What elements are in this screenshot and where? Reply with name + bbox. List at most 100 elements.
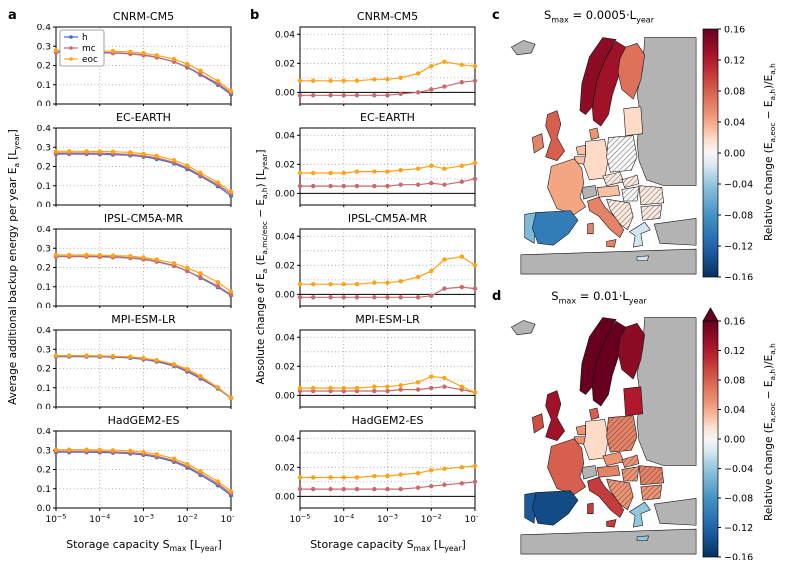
svg-text:mc: mc <box>82 44 96 54</box>
country-austria <box>596 465 621 478</box>
country-norway <box>579 317 617 395</box>
chart-b-4: HadGEM2-ES 0.00 0.02 0.04 10−5 10−4 10−3 10−2 10… <box>270 414 478 524</box>
country-finland <box>617 322 645 380</box>
panel-label-c: c <box>492 8 500 23</box>
map-svg-d <box>510 317 697 555</box>
chart-title: IPSL-CM5A-MR <box>103 212 184 225</box>
svg-text:0.2: 0.2 <box>37 163 51 173</box>
svg-text:−0.12: −0.12 <box>724 523 753 534</box>
chart-title: EC-EARTH <box>116 111 171 124</box>
colorbar-c-label: Relative change (Ea,eoc − Ea,h)/Ea,h <box>762 63 778 241</box>
country-italy <box>587 476 625 528</box>
country-russia <box>636 37 697 186</box>
svg-text:0.3: 0.3 <box>37 244 51 254</box>
country-africa <box>520 248 697 275</box>
country-denmark <box>589 407 600 420</box>
chart-a-3: MPI-ESM-LR 0.0 0.1 0.2 0.3 0.4 <box>26 313 234 409</box>
svg-text:10−3: 10−3 <box>377 513 398 525</box>
chart-title: CNRM-CM5 <box>356 10 419 23</box>
svg-text:0.16: 0.16 <box>724 26 745 36</box>
svg-text:0.1: 0.1 <box>37 384 51 394</box>
country-norway <box>579 37 617 115</box>
country-baltics <box>623 386 644 416</box>
svg-text:−0.04: −0.04 <box>724 464 753 475</box>
svg-text:10−2: 10−2 <box>177 513 198 525</box>
svg-text:0.1: 0.1 <box>37 81 51 91</box>
svg-text:0.04: 0.04 <box>275 232 295 242</box>
chart-b-0: CNRM-CM5 0.00 0.02 0.04 <box>270 10 478 106</box>
country-austria <box>596 185 621 198</box>
chart-b-3: MPI-ESM-LR 0.00 0.02 0.04 <box>270 313 478 409</box>
svg-text:0.0: 0.0 <box>37 403 52 409</box>
svg-text:0.2: 0.2 <box>37 62 51 72</box>
svg-text:0.1: 0.1 <box>37 283 51 293</box>
country-spain <box>531 210 579 246</box>
svg-text:0.04: 0.04 <box>724 118 745 129</box>
country-russia <box>636 317 697 466</box>
colorbar-d: 0.16 0.12 0.08 0.04 0.00 −0.04 −0.08 −0.12 −0.16 <box>702 306 762 560</box>
svg-text:0.04: 0.04 <box>275 434 295 444</box>
map-d <box>498 306 698 556</box>
svg-text:0.16: 0.16 <box>724 317 745 328</box>
svg-text:0.08: 0.08 <box>724 376 745 387</box>
svg-text:−0.16: −0.16 <box>724 553 753 561</box>
chart-svg: 0.00 0.02 0.04 <box>275 127 478 207</box>
svg-text:0.02: 0.02 <box>275 261 295 271</box>
country-iceland <box>510 40 536 56</box>
country-greece <box>628 501 651 541</box>
country-germany <box>583 139 609 181</box>
svg-text:10−1: 10−1 <box>220 513 234 525</box>
svg-text:0.1: 0.1 <box>37 182 51 192</box>
svg-text:0.2: 0.2 <box>37 466 51 476</box>
country-switzerland <box>581 465 598 480</box>
svg-text:0.0: 0.0 <box>37 302 52 308</box>
country-france <box>547 438 587 495</box>
colorbar-c: 0.16 0.12 0.08 0.04 0.00 −0.04 −0.08 −0.12 −0.16 <box>702 26 762 280</box>
svg-text:−0.16: −0.16 <box>724 273 753 281</box>
country-uk <box>545 110 566 161</box>
svg-text:10−3: 10−3 <box>133 513 154 525</box>
country-france <box>547 158 587 215</box>
country-ireland <box>531 133 545 154</box>
country-netherlands <box>575 424 586 436</box>
chart-title: HadGEM2-ES <box>107 414 180 427</box>
country-turkey <box>653 497 697 526</box>
svg-text:0.3: 0.3 <box>37 143 51 153</box>
svg-text:0.0: 0.0 <box>37 201 52 207</box>
map-c <box>498 26 698 276</box>
chart-svg: 0.00 0.02 0.04 <box>275 329 478 409</box>
country-spain <box>531 490 579 526</box>
svg-text:0.12: 0.12 <box>724 346 745 357</box>
svg-text:0.3: 0.3 <box>37 446 51 456</box>
panel-b-xlabel: Storage capacity Smax [Lyear] <box>310 538 466 554</box>
chart-title: MPI-ESM-LR <box>355 313 420 326</box>
map-d-title: Smax = 0.01·Lyear <box>551 289 647 306</box>
country-netherlands <box>575 144 586 156</box>
chart-svg: 0.0 0.1 0.2 0.3 0.4 <box>37 327 234 409</box>
svg-text:0.0: 0.0 <box>37 100 52 106</box>
svg-text:−0.08: −0.08 <box>724 211 753 222</box>
country-baltics <box>623 106 644 136</box>
country-africa <box>520 528 697 555</box>
svg-text:0.02: 0.02 <box>275 59 295 69</box>
chart-svg: 0.0 0.1 0.2 0.3 0.4 <box>37 125 234 207</box>
svg-text:10−4: 10−4 <box>89 513 110 525</box>
chart-a-2: IPSL-CM5A-MR 0.0 0.1 0.2 0.3 0.4 <box>26 212 234 308</box>
chart-svg: 0.0 0.1 0.2 0.3 0.4 <box>37 226 234 308</box>
svg-text:0.04: 0.04 <box>275 333 295 343</box>
country-italy <box>587 196 625 248</box>
svg-text:0.04: 0.04 <box>724 405 745 416</box>
map-svg-c <box>510 37 697 275</box>
country-denmark <box>589 127 600 140</box>
chart-title: CNRM-CM5 <box>112 10 175 23</box>
panel-label-d: d <box>492 289 502 304</box>
country-finland <box>617 42 645 100</box>
svg-text:−0.08: −0.08 <box>724 494 753 505</box>
svg-text:0.04: 0.04 <box>275 131 295 141</box>
svg-text:0.12: 0.12 <box>724 56 745 67</box>
chart-b-1: EC-EARTH 0.00 0.02 0.04 <box>270 111 478 207</box>
svg-text:10−1: 10−1 <box>464 513 478 525</box>
svg-text:0.4: 0.4 <box>37 24 52 33</box>
